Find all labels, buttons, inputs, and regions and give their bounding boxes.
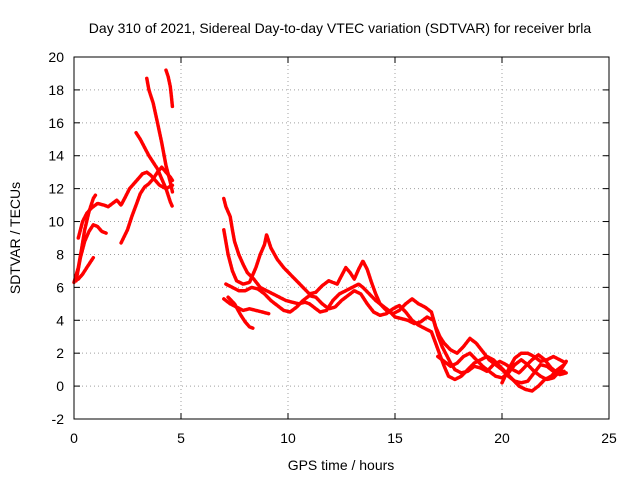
y-tick-label: 16	[48, 115, 64, 131]
y-tick-label: 20	[48, 49, 64, 65]
x-tick-label: 25	[601, 430, 617, 446]
y-tick-label: 0	[56, 378, 64, 394]
y-tick-label: 8	[56, 246, 64, 262]
series-pass-f	[134, 130, 175, 209]
x-axis-label: GPS time / hours	[288, 457, 395, 473]
x-tick-label: 5	[177, 430, 185, 446]
x-tick-label: 0	[70, 430, 78, 446]
series-pass-n	[436, 351, 568, 382]
grid-lines	[74, 57, 609, 419]
y-tick-label: 10	[48, 214, 64, 230]
series-pass-e	[119, 165, 175, 245]
y-tick-labels: -2 0 2 4 6 8 10 12 14 16 18 20	[48, 49, 64, 427]
chart-title: Day 310 of 2021, Sidereal Day-to-day VTE…	[89, 20, 592, 36]
y-tick-label: 2	[56, 345, 64, 361]
x-tick-label: 15	[387, 430, 403, 446]
x-tick-labels: 0 5 10 15 20 25	[70, 430, 617, 446]
series-pass-i	[222, 196, 566, 375]
series-pass-l	[222, 297, 271, 316]
series-pass-c	[76, 255, 96, 281]
y-tick-label: -2	[52, 411, 65, 427]
y-axis-label: SDTVAR / TECUs	[7, 182, 23, 294]
series-pass-m	[226, 295, 256, 331]
y-tick-label: 4	[56, 312, 64, 328]
plot-frame	[73, 56, 610, 420]
y-tick-label: 6	[56, 279, 64, 295]
y-tick-label: 14	[48, 148, 64, 164]
y-tick-label: 18	[48, 82, 64, 98]
x-tick-label: 10	[280, 430, 296, 446]
x-tick-label: 20	[494, 430, 510, 446]
plot-area	[72, 68, 568, 393]
series-pass-o	[500, 351, 568, 385]
series-pass-h	[164, 68, 175, 109]
series-pass-g	[145, 76, 175, 194]
series-pass-b	[74, 223, 108, 283]
y-tick-label: 12	[48, 181, 64, 197]
